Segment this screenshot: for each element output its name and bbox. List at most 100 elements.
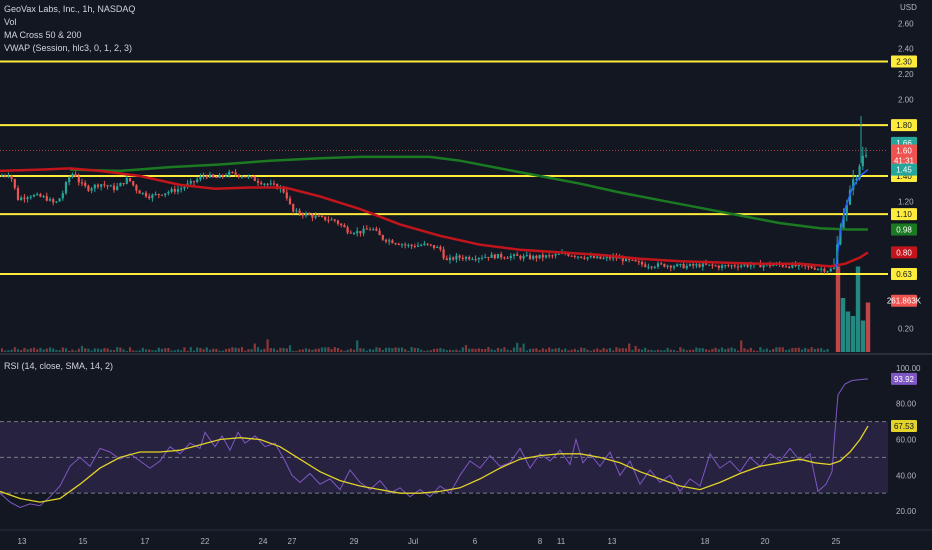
candle-body [144,192,148,197]
candle-body [340,223,343,226]
rsi-legend[interactable]: RSI (14, close, SMA, 14, 2) [4,361,114,371]
indicator-lines [0,155,869,509]
ma-cross-legend[interactable]: MA Cross 50 & 200 [4,30,82,40]
candle-body [199,176,202,180]
candle-body [749,265,752,267]
candle-body [820,268,823,270]
vwap-legend[interactable]: VWAP (Session, hlc3, 0, 1, 2, 3) [4,43,133,53]
ma-200-line [69,155,868,231]
candle-body [256,181,260,183]
candle-body [669,265,672,268]
volume-bar [672,349,676,352]
volume-bar [397,347,400,352]
volume-bar [720,347,724,352]
candle-body [567,253,570,256]
volume-bar [164,348,167,352]
volume-bar [394,347,397,352]
volume-legend[interactable]: Vol [4,17,17,27]
candle-body [797,264,800,267]
volume-bar [749,347,752,352]
volume-bar [477,348,480,352]
candle-body [23,197,26,199]
candle-body [20,197,23,201]
candle-body [695,264,698,266]
volume-bar [39,347,42,352]
candle-body [391,240,394,244]
candle-body [282,187,285,193]
candle-body [474,259,477,261]
candle-body [74,174,77,177]
volume-bar [596,348,599,352]
candle-body [80,182,84,184]
volume-bar [797,347,800,352]
volume-bar [756,350,759,352]
volume-bar [519,347,522,352]
volume-bar [336,347,340,352]
candle-body [71,174,74,178]
candle-body [68,177,71,183]
volume-bar [237,348,240,352]
volume-bar [68,350,71,352]
volume-bar [266,339,269,352]
volume-bar [192,350,196,352]
volume-bar [221,350,224,352]
candle-body [816,268,820,270]
candle-body [231,171,234,173]
candle-body [762,265,765,268]
volume-bar [551,349,554,352]
volume-bar [372,349,375,352]
price-badge-text: 261.863K [887,297,922,306]
rsi-band [0,421,888,494]
volume-bar [253,343,256,352]
candle-body [637,261,640,263]
volume-bar [365,350,368,352]
volume-bar [525,350,528,352]
candle-body [544,255,548,258]
volume-bar [410,347,413,352]
candle-body [138,190,141,194]
volume-bar [186,350,189,352]
volume-bar [471,348,474,352]
volume-spike [865,302,871,352]
volume-bar [218,350,221,352]
volume-bar [663,350,666,352]
horizontal-levels[interactable] [0,60,888,275]
candle-body [234,172,237,175]
candle-body [349,232,352,234]
candle-body [13,178,16,189]
volume-bar [135,350,138,352]
price-badge-text: 0.98 [896,225,912,234]
volume-bar [138,350,141,352]
volume-bar [432,348,436,352]
candle-body [736,266,740,268]
candle-body [269,183,272,185]
volume-bar [535,348,538,352]
price-badge-bg [891,246,917,259]
candle-body [375,228,378,231]
volume-bar [330,349,333,352]
candle-body [861,155,864,167]
candle-body [823,268,826,272]
volume-bar [765,348,768,352]
candle-body [416,245,420,247]
rsi-ma-line [0,425,869,503]
candle-body [733,265,736,267]
candle-body [714,265,717,267]
candle-body [176,189,180,192]
candle-body [167,191,170,194]
rsi-value-badge-bg [891,372,917,385]
candle-body [372,228,375,230]
symbol-title[interactable]: GeoVax Labs, Inc., 1h, NASDAQ [4,4,136,14]
volume-bar [96,348,100,352]
volume-bar [768,350,772,352]
candle-body [55,201,58,203]
level-badge-text: 2.30 [896,57,912,66]
volume-bar [752,350,756,352]
volume-spike [840,298,846,352]
candle-body [759,262,762,268]
candle-body [141,192,144,194]
candle-body [407,244,410,246]
volume-bar [23,347,26,352]
volume-bar [240,347,244,352]
